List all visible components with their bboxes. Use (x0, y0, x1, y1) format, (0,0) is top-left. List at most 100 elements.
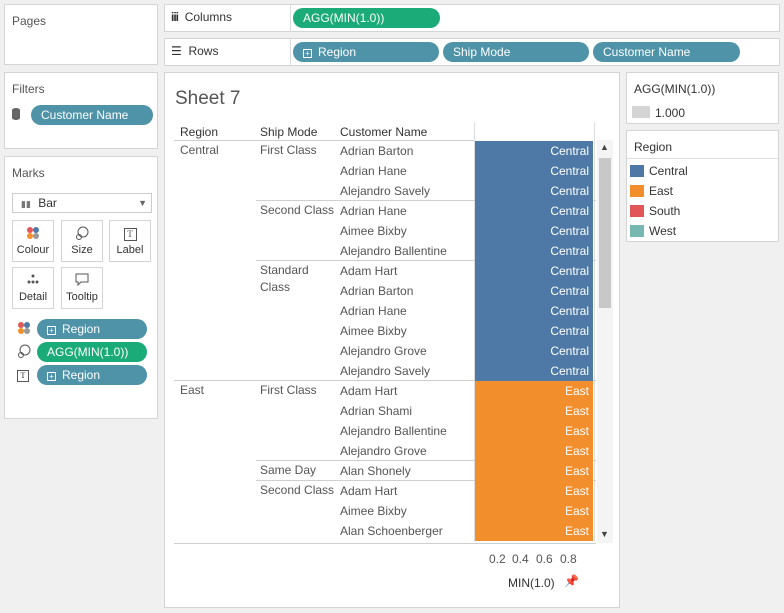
ship-mode-cell: Class (260, 280, 291, 294)
label-field-icon: T (17, 367, 29, 382)
label-button[interactable]: T Label (109, 220, 151, 262)
scroll-up-icon[interactable]: ▲ (600, 142, 609, 152)
ship-mode-cell: Second Class (260, 203, 335, 217)
bar-mark[interactable]: Central (475, 241, 593, 261)
ship-mode-cell: First Class (260, 383, 317, 397)
size-button[interactable]: Size (61, 220, 103, 262)
header-ship-mode[interactable]: Ship Mode (260, 125, 318, 139)
bar-mark[interactable]: East (475, 461, 593, 481)
bar-mark[interactable]: East (475, 441, 593, 461)
rows-pill-customer-name[interactable]: Customer Name (593, 42, 740, 62)
bar-mark[interactable]: East (475, 481, 593, 501)
bar-mark[interactable]: East (475, 421, 593, 441)
colour-legend: Region (626, 130, 779, 242)
columns-icon: iii (171, 10, 179, 24)
customer-name-cell: Alejandro Grove (340, 444, 427, 458)
legend-item[interactable]: Central (630, 164, 688, 178)
bar-mark[interactable]: Central (475, 141, 593, 161)
bar-mark[interactable]: Central (475, 261, 593, 281)
bar-chart-icon: ▮▮ (21, 199, 31, 209)
customer-name-cell: Aimee Bixby (340, 504, 407, 518)
scrollbar-thumb[interactable] (599, 158, 611, 308)
mark-type-select[interactable]: ▮▮ Bar ▼ (12, 193, 152, 213)
pin-icon[interactable]: 📌 (564, 574, 579, 588)
axis-tick: 0.6 (536, 552, 553, 566)
customer-name-cell: Adrian Shami (340, 404, 413, 418)
axis-title[interactable]: MIN(1.0) (508, 576, 555, 590)
legend-label: West (649, 224, 677, 238)
ship-mode-cell: First Class (260, 143, 317, 157)
ship-mode-cell: Standard (260, 263, 309, 277)
filter-database-icon (11, 107, 23, 121)
customer-name-cell: Adam Hart (340, 484, 398, 498)
rows-shelf[interactable]: ☰ Rows + Region Ship Mode Customer Name (164, 38, 780, 66)
vertical-scrollbar[interactable]: ▲ ▼ (597, 140, 613, 543)
size-legend-value: 1.000 (655, 106, 686, 120)
marks-title: Marks (12, 166, 45, 180)
detail-button[interactable]: Detail (12, 267, 54, 309)
customer-name-cell: Alejandro Savely (340, 184, 431, 198)
rows-icon: ☰ (171, 44, 182, 58)
legend-item[interactable]: East (630, 184, 673, 198)
tooltip-button[interactable]: Tooltip (61, 267, 103, 309)
filters-title: Filters (12, 82, 45, 96)
legend-label: Central (649, 164, 688, 178)
bar-mark[interactable]: Central (475, 321, 593, 341)
legend-swatch (630, 205, 644, 217)
bar-mark[interactable]: Central (475, 301, 593, 321)
bar-mark[interactable]: Central (475, 281, 593, 301)
customer-name-cell: Adrian Hane (340, 164, 407, 178)
colour-button[interactable]: Colour (12, 220, 54, 262)
customer-name-cell: Adrian Barton (340, 144, 414, 158)
expand-icon: + (47, 326, 56, 335)
customer-name-cell: Alan Shonely (340, 464, 411, 478)
columns-shelf[interactable]: iii Columns AGG(MIN(1.0)) (164, 4, 780, 32)
customer-name-cell: Adrian Barton (340, 284, 414, 298)
header-region[interactable]: Region (180, 125, 219, 139)
marks-card: Marks ▮▮ Bar ▼ Colour Size T Label Detai… (4, 156, 158, 419)
pages-title: Pages (12, 14, 47, 28)
chevron-down-icon: ▼ (138, 198, 147, 208)
bar-mark[interactable]: East (475, 521, 593, 541)
rows-pill-region[interactable]: + Region (293, 42, 439, 62)
legend-item[interactable]: West (630, 224, 676, 238)
bar-mark[interactable]: Central (475, 181, 593, 201)
customer-name-cell: Adrian Hane (340, 204, 407, 218)
bar-mark[interactable]: East (475, 381, 593, 401)
legend-label: South (649, 204, 681, 218)
scroll-down-icon[interactable]: ▼ (600, 529, 609, 539)
marks-pill-label-region[interactable]: + Region (37, 365, 147, 385)
size-swatch (632, 106, 650, 118)
header-customer-name[interactable]: Customer Name (340, 125, 428, 139)
expand-icon: + (303, 49, 312, 58)
customer-name-cell: Alejandro Ballentine (340, 244, 447, 258)
axis-tick: 0.2 (489, 552, 506, 566)
bar-mark[interactable]: Central (475, 361, 593, 381)
columns-pill[interactable]: AGG(MIN(1.0)) (293, 8, 440, 28)
bar-mark[interactable]: Central (475, 221, 593, 241)
customer-name-cell: Alejandro Grove (340, 344, 427, 358)
filters-card: Filters Customer Name (4, 72, 158, 149)
filter-pill-customer-name[interactable]: Customer Name (31, 105, 153, 125)
bar-mark[interactable]: East (475, 401, 593, 421)
pages-card: Pages (4, 4, 158, 65)
expand-icon: + (47, 372, 56, 381)
bar-mark[interactable]: Central (475, 341, 593, 361)
colour-icon (13, 226, 53, 244)
legend-item[interactable]: South (630, 204, 680, 218)
size-legend-title: AGG(MIN(1.0)) (634, 82, 716, 96)
bar-mark[interactable]: East (475, 501, 593, 521)
customer-name-cell: Adrian Hane (340, 304, 407, 318)
marks-pill-colour-region[interactable]: + Region (37, 319, 147, 339)
region-cell: East (180, 383, 205, 397)
axis-tick: 0.8 (560, 552, 577, 566)
marks-pill-size-agg[interactable]: AGG(MIN(1.0)) (37, 342, 147, 362)
rows-pill-ship-mode[interactable]: Ship Mode (443, 42, 589, 62)
customer-name-cell: Aimee Bixby (340, 324, 407, 338)
detail-icon (13, 273, 53, 291)
sheet-title: Sheet 7 (175, 88, 241, 109)
label-icon: T (110, 226, 150, 244)
axis-tick: 0.4 (512, 552, 529, 566)
bar-mark[interactable]: Central (475, 161, 593, 181)
bar-mark[interactable]: Central (475, 201, 593, 221)
